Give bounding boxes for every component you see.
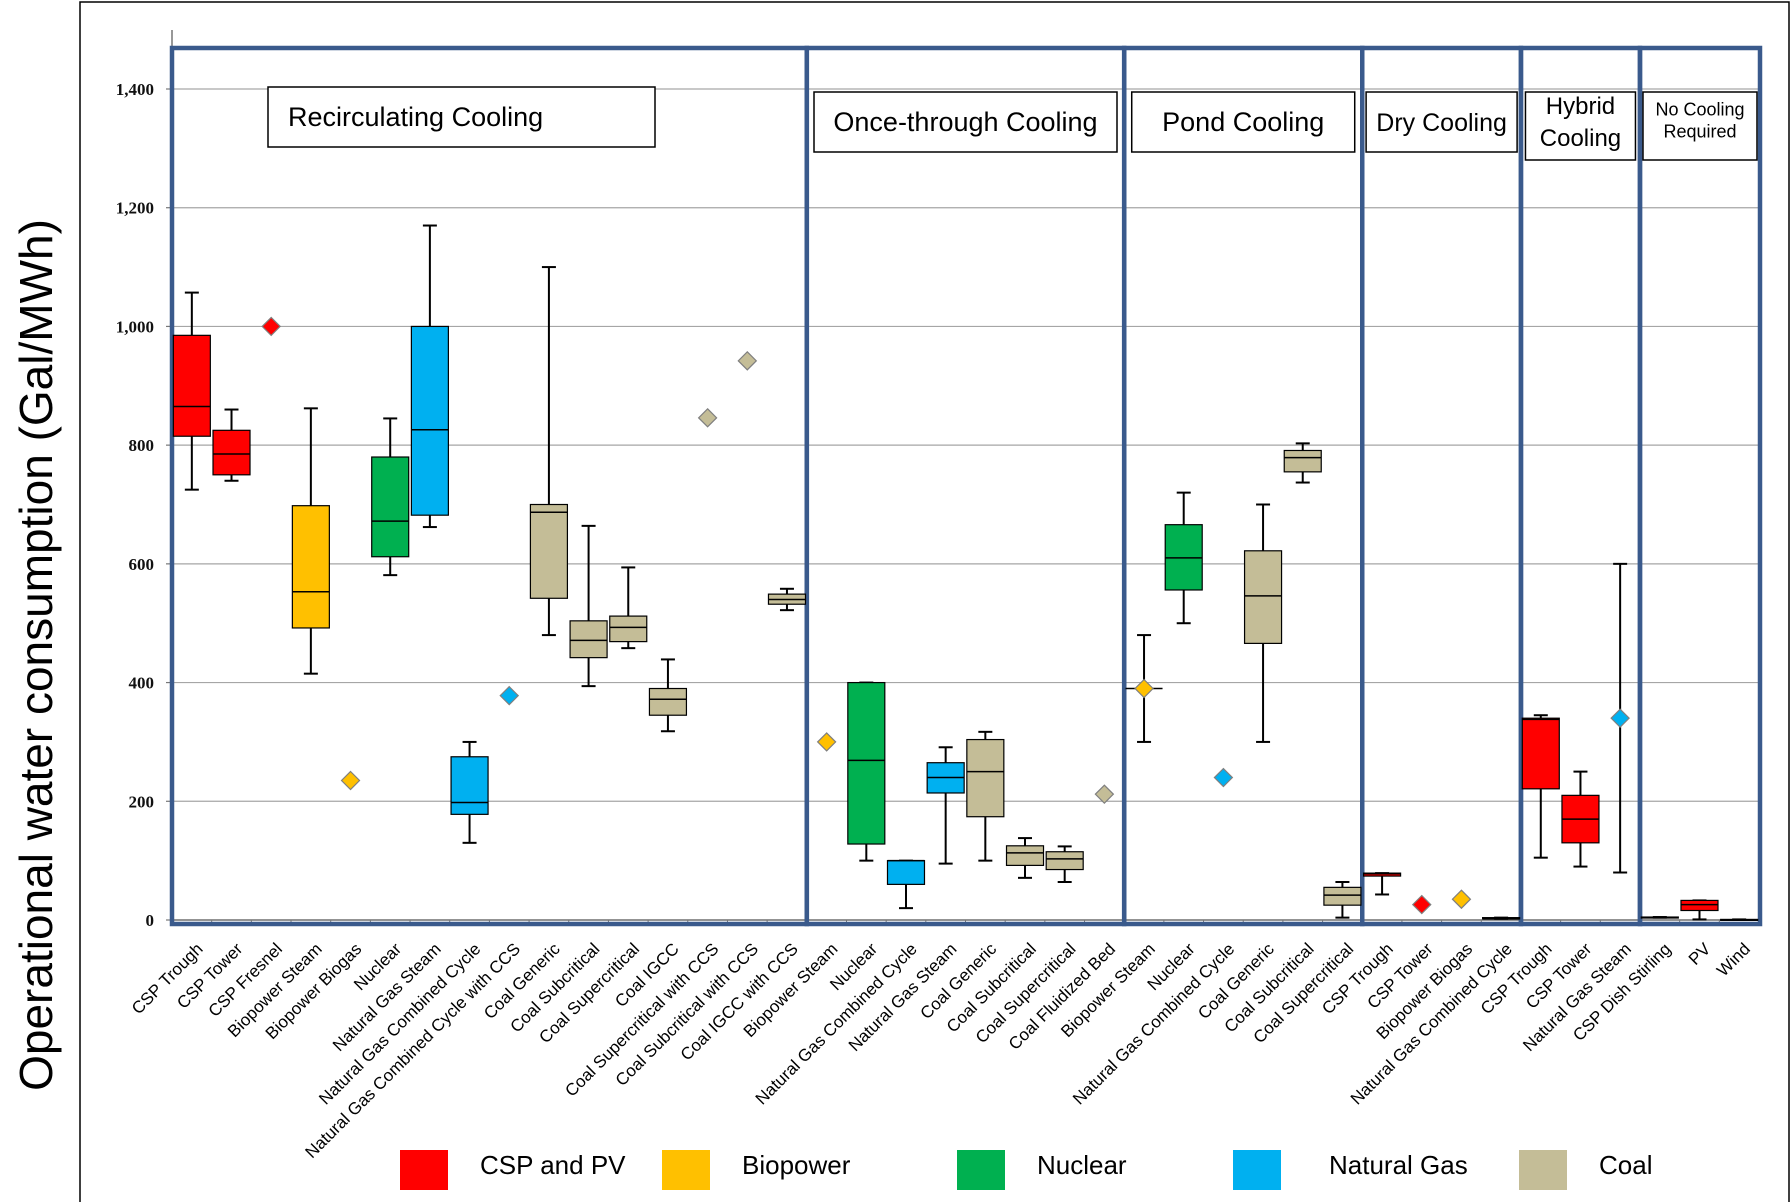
y-tick-label: 800 [129, 436, 155, 455]
point-marker [340, 770, 361, 791]
box [529, 503, 569, 599]
box [410, 325, 449, 516]
category-label: PV [1685, 939, 1715, 969]
box [450, 756, 489, 815]
legend-swatch [662, 1150, 710, 1190]
y-tick-label: 1,000 [116, 317, 154, 336]
section-label: Dry Cooling [1376, 109, 1507, 137]
y-tick-label: 400 [129, 674, 155, 693]
y-axis-label: Operational water consumption (Gal/MWh) [10, 219, 62, 1091]
box [1521, 717, 1560, 790]
section-label-box [1642, 91, 1758, 161]
y-tick-label: 1,200 [116, 199, 154, 218]
point-marker [697, 407, 718, 428]
legend-label: CSP and PV [480, 1150, 626, 1180]
y-tick-label: 200 [129, 792, 155, 811]
point-marker [261, 316, 282, 337]
point-marker [816, 732, 837, 752]
legend-label: Coal [1599, 1150, 1652, 1180]
box [371, 456, 410, 558]
section-frame [169, 45, 810, 927]
section-label-box [1365, 91, 1518, 153]
box [886, 860, 926, 885]
legend-swatch [400, 1150, 448, 1190]
box [648, 687, 688, 716]
box [609, 615, 648, 643]
y-tick-label: 0 [146, 911, 155, 930]
section-label-box [1524, 91, 1637, 161]
y-tick-label: 600 [129, 555, 155, 574]
section-label: Hybrid [1546, 93, 1615, 120]
box [172, 334, 211, 437]
box [1005, 845, 1045, 866]
category-label: Wind [1713, 939, 1754, 980]
point-marker [737, 351, 758, 371]
box [1045, 851, 1084, 871]
box [569, 620, 608, 659]
y-tick-labels: 0 200 400 600 800 1,000 1,200 1,400 [116, 80, 154, 930]
section-label: No Cooling [1655, 100, 1744, 120]
legend-label: Nuclear [1037, 1150, 1127, 1180]
box [291, 505, 330, 629]
box [966, 738, 1005, 818]
data-marks [172, 224, 1759, 922]
point-marker [1134, 678, 1154, 699]
point-marker [1451, 889, 1472, 910]
section-label-box [1130, 91, 1356, 153]
box [1243, 550, 1283, 644]
section-frame [1121, 45, 1365, 927]
section-frame [1637, 45, 1763, 927]
legend: CSP and PV Biopower Nuclear Natural Gas Coal [400, 1150, 1652, 1190]
chart-frame [79, 1, 1790, 1202]
legend-label: Natural Gas [1329, 1150, 1468, 1180]
point-marker [1610, 708, 1630, 729]
section-frame [1360, 45, 1524, 927]
box [212, 429, 251, 476]
legend-swatch [1519, 1150, 1567, 1190]
section-label: Cooling [1540, 125, 1621, 152]
cooling-sections: Recirculating Cooling Once-through Coolin… [169, 45, 1763, 927]
point-marker [1411, 894, 1432, 915]
section-label-box [813, 91, 1118, 153]
box [1323, 886, 1362, 906]
section-label-box [267, 86, 656, 148]
section-label: Pond Cooling [1162, 107, 1324, 137]
point-marker [1094, 784, 1115, 805]
section-label: Recirculating Cooling [288, 102, 543, 132]
y-tick-label: 1,400 [116, 80, 154, 99]
box [1283, 449, 1322, 473]
section-label: Required [1663, 122, 1736, 142]
box [847, 681, 886, 845]
box [1680, 899, 1719, 912]
legend-swatch [1233, 1150, 1281, 1190]
point-marker [499, 685, 520, 706]
legend-label: Biopower [742, 1150, 851, 1180]
legend-swatch [957, 1150, 1005, 1190]
point-marker [1213, 767, 1234, 788]
section-label: Once-through Cooling [833, 107, 1097, 137]
